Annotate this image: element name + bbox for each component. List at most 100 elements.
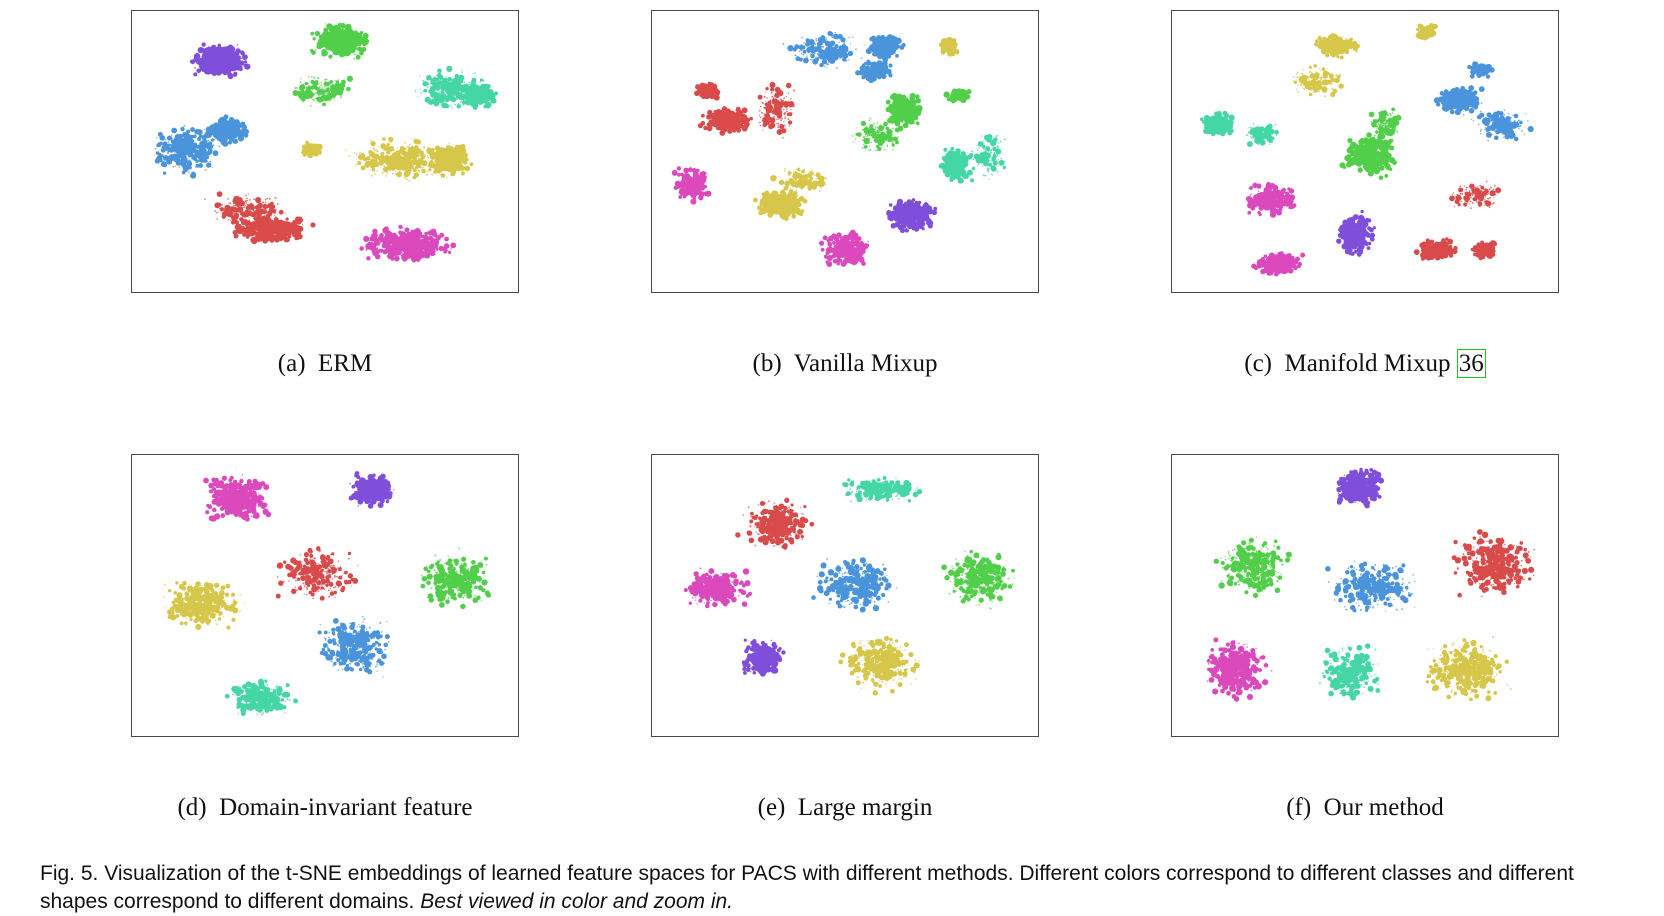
embedding-cluster — [1336, 209, 1376, 257]
embedding-cluster — [1206, 637, 1273, 702]
embedding-cluster — [1318, 643, 1381, 701]
subcaption-label: (a) — [277, 350, 306, 377]
figure-caption: Fig. 5. Visualization of the t-SNE embed… — [40, 860, 1640, 916]
tsne-plot-c — [1171, 10, 1559, 293]
embedding-cluster — [203, 474, 272, 522]
subcaption-a: (a) ERM — [65, 350, 585, 378]
subcaption-title: ERM — [318, 350, 373, 377]
subcaption-label: (f) — [1286, 794, 1312, 821]
embedding-cluster — [694, 81, 721, 101]
embedding-cluster — [1368, 107, 1402, 143]
embedding-cluster — [205, 114, 250, 147]
embedding-cluster — [428, 144, 474, 178]
embedding-cluster — [818, 229, 870, 267]
subcaption-f: (f) Our method — [1105, 794, 1625, 822]
tsne-plot-a — [131, 10, 519, 293]
embedding-cluster — [865, 34, 906, 60]
embedding-cluster — [317, 615, 390, 678]
embedding-cluster — [1413, 237, 1458, 261]
subcaption-title: Manifold Mixup — [1284, 350, 1451, 377]
embedding-cluster — [1325, 560, 1416, 613]
embedding-cluster — [671, 166, 712, 205]
embedding-cluster — [838, 635, 921, 696]
embedding-cluster — [1415, 23, 1438, 41]
embedding-cluster — [811, 557, 898, 613]
embedding-cluster — [970, 134, 1007, 183]
subcaption-label: (c) — [1244, 350, 1273, 377]
tsne-scatter-b — [671, 31, 1007, 267]
subcaption-b: (b) Vanilla Mixup — [585, 350, 1105, 378]
embedding-cluster — [154, 124, 222, 179]
embedding-cluster — [842, 476, 923, 503]
embedding-cluster — [224, 678, 299, 717]
embedding-cluster — [1251, 251, 1306, 277]
embedding-cluster — [162, 580, 246, 631]
subcaption-label: (e) — [757, 794, 786, 821]
embedding-cluster — [359, 224, 457, 263]
embedding-cluster — [753, 189, 808, 222]
embedding-cluster — [301, 140, 323, 159]
embedding-cluster — [757, 81, 796, 139]
embedding-cluster — [1433, 85, 1485, 116]
embedding-cluster — [735, 497, 815, 550]
subcaption-label: (b) — [752, 350, 782, 377]
tsne-scatter-c — [1199, 23, 1534, 277]
subcaption-label: (d) — [177, 794, 207, 821]
embedding-cluster — [939, 36, 960, 57]
embedding-cluster — [275, 546, 359, 601]
embedding-cluster — [1339, 132, 1397, 180]
embedding-cluster — [1470, 109, 1534, 142]
embedding-cluster — [943, 88, 972, 104]
embedding-cluster — [886, 198, 938, 234]
embedding-cluster — [1467, 61, 1495, 79]
subcaption-title: Domain-invariant feature — [219, 794, 473, 821]
embedding-cluster — [782, 31, 865, 69]
subcaption-title: Large margin — [797, 794, 933, 821]
embedding-cluster — [414, 65, 491, 109]
embedding-cluster — [1451, 529, 1536, 598]
embedding-cluster — [420, 547, 492, 610]
subcaption-title: Our method — [1323, 794, 1444, 821]
subcaption-d: (d) Domain-invariant feature — [65, 794, 585, 822]
tsne-plot-b — [651, 10, 1039, 293]
embedding-cluster — [1199, 110, 1235, 137]
embedding-cluster — [1245, 181, 1297, 218]
tsne-scatter-f — [1206, 467, 1536, 702]
tsne-scatter-a — [154, 22, 499, 263]
embedding-cluster — [683, 567, 753, 609]
embedding-cluster — [1449, 180, 1502, 209]
embedding-cluster — [1336, 467, 1385, 509]
embedding-cluster — [770, 167, 827, 192]
citation-link[interactable]: 36 — [1456, 349, 1486, 378]
embedding-cluster — [232, 213, 316, 245]
embedding-cluster — [697, 106, 753, 136]
embedding-cluster — [310, 22, 370, 60]
embedding-cluster — [1425, 635, 1512, 702]
subcaption-title: Vanilla Mixup — [793, 350, 938, 377]
caption-emphasis: Best viewed in color and zoom in. — [420, 890, 734, 913]
tsne-plot-d — [131, 454, 519, 737]
embedding-cluster — [1213, 536, 1292, 599]
embedding-cluster — [292, 75, 354, 107]
subcaption-c: (c) Manifold Mixup 36 — [1105, 349, 1625, 378]
embedding-cluster — [855, 57, 893, 84]
embedding-cluster — [1314, 33, 1361, 60]
embedding-cluster — [885, 92, 923, 129]
subcaption-e: (e) Large margin — [585, 794, 1105, 822]
tsne-scatter-d — [162, 471, 492, 717]
caption-text: Fig. 5. Visualization of the t-SNE embed… — [40, 862, 1574, 913]
embedding-cluster — [348, 471, 395, 509]
tsne-scatter-e — [683, 476, 1016, 696]
tsne-plot-e — [651, 454, 1039, 737]
embedding-cluster — [741, 638, 786, 677]
embedding-cluster — [938, 147, 974, 184]
tsne-plot-f — [1171, 454, 1559, 737]
embedding-cluster — [941, 549, 1016, 610]
embedding-cluster — [851, 117, 904, 152]
embedding-cluster — [463, 83, 499, 110]
embedding-cluster — [189, 42, 251, 80]
embedding-cluster — [203, 191, 288, 229]
embedding-cluster — [1470, 240, 1497, 261]
embedding-cluster — [1292, 64, 1344, 98]
embedding-cluster — [1245, 122, 1279, 148]
